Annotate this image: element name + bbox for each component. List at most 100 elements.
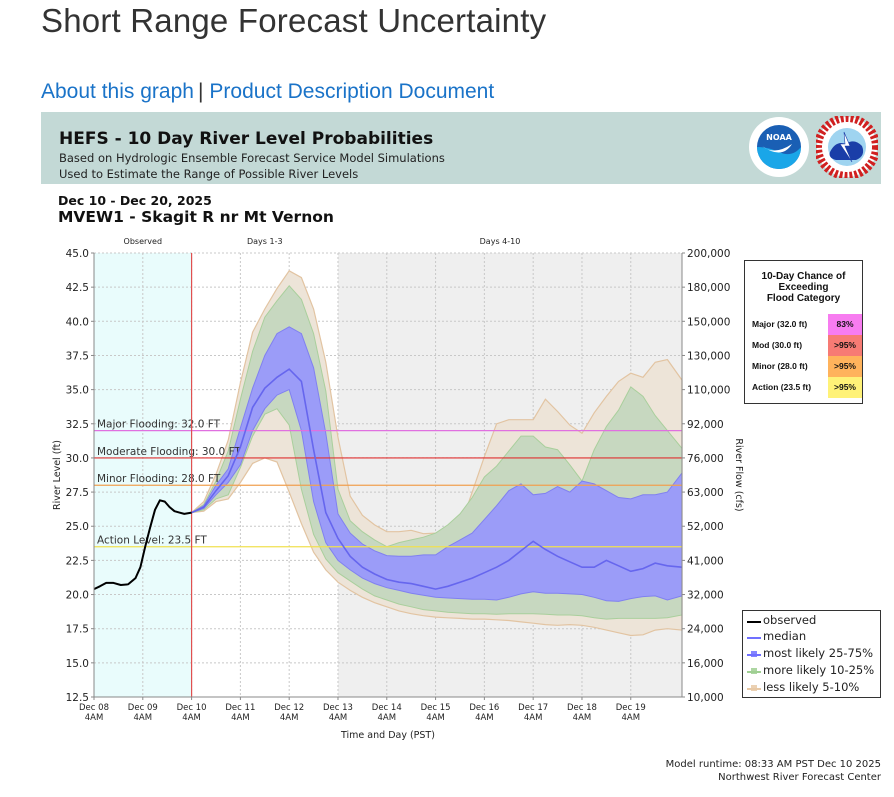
- chart-legend: observed median most likely 25-75% more …: [742, 610, 881, 698]
- median-line: [191, 368, 683, 590]
- x-tick-label-time: 4AM: [524, 713, 543, 723]
- x-tick-label-time: 4AM: [621, 713, 640, 723]
- y-tick-label: 37.5: [66, 350, 89, 362]
- y-tick-label: 30.0: [66, 453, 89, 465]
- exceedance-row-action: Action (23.5 ft) >95%: [745, 377, 862, 398]
- legend-marker-swatch: [751, 685, 757, 691]
- x-tick-label-date: Dec 08: [79, 703, 109, 713]
- y2-tick-label: 110,000: [687, 385, 730, 397]
- y-tick-label: 40.0: [66, 316, 89, 328]
- y2-tick-label: 180,000: [687, 282, 730, 294]
- y-tick-label: 17.5: [66, 624, 89, 636]
- x-tick-label-date: Dec 19: [616, 703, 646, 713]
- x-tick-label-date: Dec 17: [518, 703, 548, 713]
- period-label: Observed: [124, 237, 163, 246]
- exceedance-row-moderate: Mod (30.0 ft) >95%: [745, 335, 862, 356]
- x-tick-label-date: Dec 14: [372, 703, 402, 713]
- flood-exceedance-table: 10-Day Chance of Exceeding Flood Categor…: [744, 260, 863, 404]
- y2-tick-label: 10,000: [687, 692, 724, 704]
- flood-threshold-label: Minor Flooding: 28.0 FT: [97, 473, 221, 485]
- model-runtime: Model runtime: 08:33 AM PST Dec 10 2025: [665, 759, 881, 770]
- legend-label: most likely 25-75%: [763, 646, 874, 660]
- y2-tick-label: 24,000: [687, 624, 724, 636]
- x-tick-label-time: 4AM: [426, 713, 445, 723]
- y-tick-label: 27.5: [66, 487, 89, 499]
- noaa-logo-icon: NOAA: [749, 117, 809, 177]
- y-axis-label: River Level (ft): [52, 440, 63, 510]
- y-tick-label: 22.5: [66, 555, 89, 567]
- y2-axis-label: River Flow (cfs): [733, 438, 744, 511]
- y2-tick-label: 200,000: [687, 248, 730, 260]
- exceedance-label: Action (23.5 ft): [752, 382, 812, 392]
- x-tick-label-time: 4AM: [182, 713, 201, 723]
- link-separator: |: [197, 80, 204, 103]
- flood-threshold-label: Moderate Flooding: 30.0 FT: [97, 446, 241, 458]
- y-tick-label: 15.0: [66, 658, 89, 670]
- x-tick-label-date: Dec 09: [128, 703, 158, 713]
- x-tick-label-date: Dec 13: [323, 703, 353, 713]
- exceedance-label: Minor (28.0 ft): [752, 361, 808, 371]
- x-tick-label-date: Dec 18: [567, 703, 597, 713]
- forecast-center: Northwest River Forecast Center: [718, 772, 881, 783]
- x-tick-label-time: 4AM: [573, 713, 592, 723]
- observed-line: [93, 499, 192, 591]
- legend-label: less likely 5-10%: [763, 680, 860, 694]
- exceedance-value: >95%: [828, 335, 862, 356]
- y-tick-label: 35.0: [66, 385, 89, 397]
- x-tick-label-date: Dec 15: [421, 703, 451, 713]
- exceedance-title-line: 10-Day Chance of: [761, 271, 846, 282]
- y2-tick-label: 130,000: [687, 350, 730, 362]
- about-graph-link[interactable]: About this graph: [41, 80, 194, 103]
- x-tick-label-date: Dec 12: [274, 703, 304, 713]
- y2-tick-label: 52,000: [687, 521, 724, 533]
- exceedance-label: Mod (30.0 ft): [752, 340, 803, 350]
- x-tick-label-time: 4AM: [377, 713, 396, 723]
- page-title: Short Range Forecast Uncertainty: [41, 2, 547, 39]
- legend-marker-swatch: [751, 651, 757, 657]
- banner-title: HEFS - 10 Day River Level Probabilities: [59, 129, 434, 149]
- exceedance-label: Major (32.0 ft): [752, 319, 808, 329]
- x-axis-label: Time and Day (PST): [340, 730, 435, 741]
- period-label: Days 1-3: [247, 237, 283, 246]
- flood-threshold-label: Major Flooding: 32.0 FT: [97, 419, 221, 431]
- x-tick-label-date: Dec 11: [225, 703, 255, 713]
- product-description-link[interactable]: Product Description Document: [209, 80, 495, 103]
- legend-label: observed: [763, 613, 817, 627]
- legend-line-swatch: [747, 637, 761, 639]
- exceedance-title-line: Exceeding: [778, 282, 829, 293]
- legend-label: more likely 10-25%: [763, 663, 875, 677]
- y2-tick-label: 41,000: [687, 555, 724, 567]
- period-label: Days 4-10: [480, 237, 521, 246]
- y2-tick-label: 32,000: [687, 590, 724, 602]
- x-tick-label-date: Dec 16: [469, 703, 499, 713]
- exceedance-value: 83%: [828, 314, 862, 335]
- station-name: MVEW1 - Skagit R nr Mt Vernon: [58, 208, 334, 226]
- link-bar: About this graph | Product Description Doc…: [41, 80, 494, 104]
- y-tick-label: 12.5: [66, 692, 89, 704]
- exceedance-title-line: Flood Category: [766, 293, 841, 304]
- y2-tick-label: 92,000: [687, 419, 724, 431]
- nws-logo-icon: [816, 116, 878, 178]
- banner-subtitle-2: Used to Estimate the Range of Possible R…: [59, 167, 359, 181]
- x-tick-label-time: 4AM: [85, 713, 104, 723]
- x-tick-label-time: 4AM: [231, 713, 250, 723]
- exceedance-row-major: Major (32.0 ft) 83%: [745, 314, 862, 335]
- exceedance-title: 10-Day Chance of Exceeding Flood Categor…: [745, 271, 862, 304]
- x-tick-label-date: Dec 10: [177, 703, 207, 713]
- y-tick-label: 20.0: [66, 590, 89, 602]
- y2-tick-label: 16,000: [687, 658, 724, 670]
- y-tick-label: 45.0: [66, 248, 89, 260]
- x-tick-label-time: 4AM: [475, 713, 494, 723]
- legend-marker-swatch: [751, 668, 757, 674]
- chart-banner: HEFS - 10 Day River Level Probabilities …: [41, 112, 881, 184]
- exceedance-value: >95%: [828, 356, 862, 377]
- y-tick-label: 32.5: [66, 419, 89, 431]
- y2-tick-label: 150,000: [687, 316, 730, 328]
- legend-line-swatch: [747, 621, 761, 623]
- y-tick-label: 42.5: [66, 282, 89, 294]
- y-tick-label: 25.0: [66, 521, 89, 533]
- x-tick-label-time: 4AM: [134, 713, 153, 723]
- legend-label: median: [763, 629, 807, 643]
- x-tick-label-time: 4AM: [329, 713, 348, 723]
